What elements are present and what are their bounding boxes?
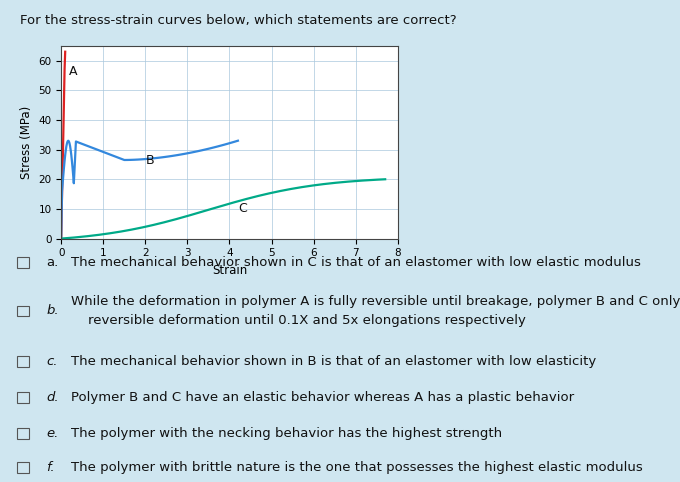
Text: The polymer with brittle nature is the one that possesses the highest elastic mo: The polymer with brittle nature is the o… xyxy=(71,461,643,474)
Text: c.: c. xyxy=(46,355,58,368)
Text: The mechanical behavior shown in B is that of an elastomer with low elasticity: The mechanical behavior shown in B is th… xyxy=(71,355,596,368)
Text: d.: d. xyxy=(46,391,59,404)
X-axis label: Strain: Strain xyxy=(212,264,247,277)
Text: C: C xyxy=(238,202,247,215)
Text: B: B xyxy=(146,154,154,167)
Text: f.: f. xyxy=(46,461,55,474)
Text: Polymer B and C have an elastic behavior whereas A has a plastic behavior: Polymer B and C have an elastic behavior… xyxy=(71,391,575,404)
Text: e.: e. xyxy=(46,428,58,440)
Text: a.: a. xyxy=(46,256,58,269)
Text: reversible deformation until 0.1X and 5x elongations respectively: reversible deformation until 0.1X and 5x… xyxy=(88,314,526,326)
Text: The mechanical behavior shown in C is that of an elastomer with low elastic modu: The mechanical behavior shown in C is th… xyxy=(71,256,641,269)
Y-axis label: Stress (MPa): Stress (MPa) xyxy=(20,106,33,179)
Text: A: A xyxy=(69,66,78,79)
Text: b.: b. xyxy=(46,305,59,317)
Text: While the deformation in polymer A is fully reversible until breakage, polymer B: While the deformation in polymer A is fu… xyxy=(71,295,680,308)
Text: The polymer with the necking behavior has the highest strength: The polymer with the necking behavior ha… xyxy=(71,428,503,440)
Text: For the stress-strain curves below, which statements are correct?: For the stress-strain curves below, whic… xyxy=(20,14,457,27)
